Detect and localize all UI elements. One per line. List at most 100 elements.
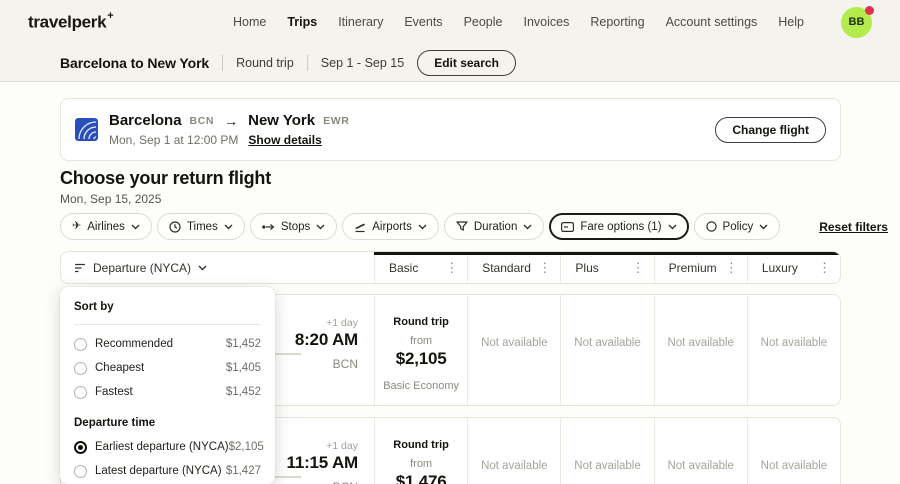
nav-item-people[interactable]: People (463, 15, 503, 29)
fare-kind-label: Round trip (393, 439, 449, 451)
column-header-plus: Plus ⋮ (560, 252, 653, 283)
sort-option-recommended[interactable]: Recommended $1,452 (74, 332, 261, 356)
option-label: Latest departure (NYCA) (95, 465, 222, 477)
column-label: Basic (389, 260, 419, 275)
fare-option-premium: Not available (653, 295, 747, 405)
nav-item-itinerary[interactable]: Itinerary (338, 15, 384, 29)
top-navigation: travelperk+ Home Trips Itinerary Events … (0, 0, 900, 44)
sort-option-latest-departure[interactable]: Latest departure (NYCA) $1,427 (74, 459, 261, 483)
kebab-menu-icon[interactable]: ⋮ (445, 260, 459, 275)
radio-icon[interactable] (74, 361, 87, 375)
fare-price: $2,105 (395, 349, 447, 368)
not-available-label: Not available (760, 460, 828, 472)
kebab-menu-icon[interactable]: ⋮ (724, 260, 738, 275)
outbound-info: Barcelona BCN → New York EWR Mon, Sep 1 … (109, 112, 349, 147)
fare-option-basic[interactable]: Round trip from $1,476 (374, 418, 467, 484)
radio-icon[interactable] (74, 337, 87, 351)
option-price: $2,105 (228, 441, 264, 453)
column-header-premium: Premium ⋮ (653, 252, 747, 283)
reset-filters-link[interactable]: Reset filters (819, 219, 888, 234)
divider (222, 54, 224, 71)
user-avatar[interactable]: BB (841, 5, 874, 38)
departure-header-label: Departure (NYCA) (93, 260, 192, 275)
fare-class-label: Basic Economy (383, 380, 459, 392)
return-flight-heading: Choose your return flight (60, 168, 272, 188)
nav-item-home[interactable]: Home (232, 15, 267, 29)
kebab-menu-icon[interactable]: ⋮ (818, 260, 832, 275)
edit-search-button[interactable]: Edit search (417, 49, 516, 76)
chevron-down-icon (523, 224, 532, 229)
nav-item-reporting[interactable]: Reporting (590, 15, 645, 29)
filter-airlines[interactable]: ✈ Airlines (60, 213, 152, 240)
airline-icon: ✈ (72, 220, 82, 232)
chevron-down-icon (418, 224, 427, 229)
filter-stops[interactable]: Stops (249, 213, 338, 240)
filter-fare-options[interactable]: Fare options (1) (549, 213, 689, 240)
filter-policy[interactable]: Policy (693, 213, 781, 240)
trip-dates-label: Sep 1 - Sep 15 (320, 55, 405, 70)
nav-item-invoices[interactable]: Invoices (523, 15, 570, 29)
nav-item-help[interactable]: Help (778, 15, 804, 29)
nav-item-account-settings[interactable]: Account settings (665, 15, 758, 29)
option-label: Cheapest (95, 362, 145, 374)
filter-label: Airlines (87, 220, 125, 233)
show-details-link[interactable]: Show details (248, 133, 322, 147)
radio-icon[interactable] (74, 385, 87, 399)
sort-option-fastest[interactable]: Fastest $1,452 (74, 380, 261, 404)
filter-airports[interactable]: Airports (342, 213, 439, 240)
logo-text: travelperk (28, 12, 107, 32)
column-label: Plus (575, 260, 599, 275)
trip-type-label: Round trip (236, 55, 294, 70)
not-available-label: Not available (481, 460, 548, 472)
filter-label: Duration (473, 220, 518, 233)
departure-sort-header[interactable]: Departure (NYCA) (61, 252, 374, 283)
filter-bar: ✈ Airlines Times Stops Airports Duration… (60, 213, 888, 240)
fare-option-plus: Not available (560, 418, 653, 484)
sort-option-earliest-departure[interactable]: Earliest departure (NYCA) $2,105 (74, 435, 264, 459)
route-arrow-icon: → (224, 112, 239, 129)
departure-time-heading: Departure time (74, 417, 156, 429)
funnel-icon (456, 221, 468, 231)
selected-column-bar (374, 252, 840, 255)
filter-times[interactable]: Times (156, 213, 245, 240)
fare-option-basic[interactable]: Round trip from $2,105 Basic Economy (374, 295, 467, 405)
arrival-airport: BCN (287, 480, 358, 484)
divider (74, 324, 261, 325)
airport-takeoff-icon (355, 223, 366, 232)
sort-dropdown-panel: Sort by Recommended $1,452 Cheapest $1,4… (60, 287, 275, 484)
chevron-down-icon (316, 224, 325, 229)
plus-day-label: +1 day (326, 317, 358, 329)
sort-by-heading: Sort by (74, 301, 114, 313)
not-available-label: Not available (574, 337, 641, 349)
column-label: Standard (482, 260, 531, 275)
origin-city: Barcelona (109, 112, 182, 129)
search-route-title: Barcelona to New York (60, 54, 210, 71)
logo-plus: + (107, 9, 114, 22)
option-label: Earliest departure (NYCA) (95, 441, 229, 453)
arrival-time: 8:20 AM (294, 330, 358, 349)
arrival-time: 11:15 AM (286, 453, 359, 472)
policy-circle-icon (705, 221, 717, 232)
fare-option-premium: Not available (653, 418, 747, 484)
not-available-label: Not available (667, 460, 734, 472)
kebab-menu-icon[interactable]: ⋮ (538, 260, 552, 275)
filter-duration[interactable]: Duration (443, 213, 545, 240)
fare-table-header: Departure (NYCA) Basic ⋮ Standard ⋮ Plus… (60, 251, 841, 284)
nav-item-trips[interactable]: Trips (287, 15, 318, 29)
nav-item-events[interactable]: Events (404, 15, 443, 29)
option-price: $1,452 (225, 338, 261, 350)
radio-icon[interactable] (74, 464, 87, 478)
chevron-down-icon (224, 224, 233, 229)
option-price: $1,427 (225, 465, 261, 477)
sort-option-cheapest[interactable]: Cheapest $1,405 (74, 356, 261, 380)
chevron-down-icon (131, 224, 140, 229)
notification-dot-icon (865, 5, 874, 15)
return-flight-date: Mon, Sep 15, 2025 (60, 192, 162, 206)
kebab-menu-icon[interactable]: ⋮ (631, 260, 645, 275)
filter-label: Policy (722, 220, 754, 233)
nav-links: Home Trips Itinerary Events People Invoi… (232, 5, 874, 38)
radio-selected-icon[interactable] (74, 440, 87, 454)
change-flight-button[interactable]: Change flight (715, 116, 826, 143)
travelperk-logo[interactable]: travelperk+ (28, 9, 114, 33)
